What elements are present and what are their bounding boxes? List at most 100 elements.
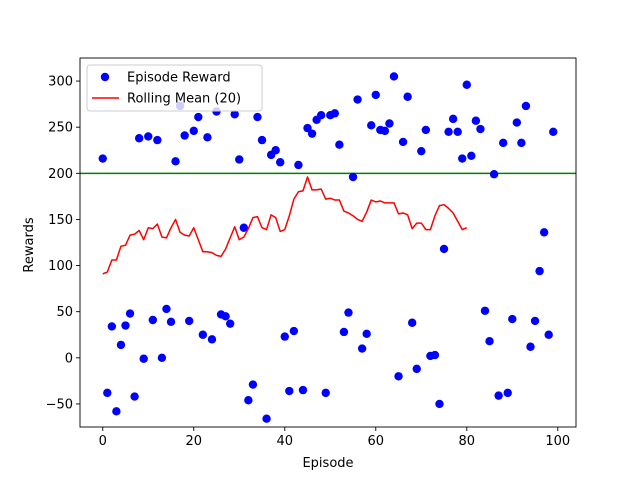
reward-point	[439, 244, 449, 254]
y-tick-label: 0	[65, 351, 73, 366]
legend-label: Rolling Mean (20)	[127, 92, 241, 107]
legend-label: Episode Reward	[127, 71, 231, 86]
axes: 0 20 40 60 80 100 −50 0 50 100 150 200 250 300	[46, 57, 577, 449]
legend-marker	[100, 72, 110, 82]
reward-point	[285, 386, 294, 396]
reward-point	[194, 112, 203, 122]
reward-point	[544, 330, 553, 339]
reward-point	[489, 170, 499, 179]
reward-point	[403, 92, 412, 101]
reward-point	[207, 335, 217, 344]
x-tick-label: 60	[368, 434, 385, 449]
reward-point	[262, 414, 271, 423]
x-tick-label: 80	[459, 434, 476, 449]
reward-point	[503, 388, 512, 398]
reward-point	[435, 399, 444, 409]
reward-point	[512, 118, 522, 127]
reward-point	[380, 126, 390, 136]
reward-point	[394, 372, 403, 381]
reward-point	[367, 121, 376, 130]
reward-point	[116, 340, 126, 350]
reward-point	[417, 146, 426, 156]
reward-point	[316, 110, 326, 120]
plot-area	[80, 72, 576, 423]
reward-point	[107, 322, 117, 331]
reward-point	[235, 155, 244, 164]
axes-frame	[79, 57, 577, 428]
reward-point	[549, 127, 558, 136]
reward-point	[134, 134, 144, 143]
y-tick-label: 100	[48, 259, 73, 274]
reward-point	[335, 140, 344, 149]
reward-point	[467, 151, 476, 160]
reward-point	[362, 329, 371, 339]
reward-point	[508, 314, 517, 324]
reward-point	[112, 407, 121, 416]
reward-point	[458, 154, 467, 163]
reward-point	[230, 110, 239, 119]
reward-point	[148, 315, 158, 325]
x-tick-label: 20	[185, 434, 202, 449]
reward-point	[526, 342, 535, 351]
reward-point	[307, 129, 317, 138]
reward-point	[476, 124, 485, 134]
reward-point	[389, 72, 399, 81]
reward-point	[162, 304, 171, 314]
reward-point	[253, 112, 262, 122]
reward-point	[462, 80, 471, 89]
y-tick-label: 50	[56, 305, 73, 320]
reward-point	[485, 337, 494, 346]
reward-point	[535, 266, 544, 276]
reward-point	[98, 154, 107, 163]
reward-point	[276, 158, 285, 167]
y-tick-label: −50	[46, 397, 73, 412]
reward-point	[153, 135, 162, 145]
reward-point	[517, 138, 526, 148]
reward-point	[257, 135, 267, 145]
reward-point	[353, 95, 362, 104]
reward-point	[157, 353, 167, 363]
reward-point	[344, 308, 353, 317]
reward-point	[448, 114, 458, 124]
reward-point	[498, 138, 508, 148]
reward-point	[357, 344, 367, 353]
reward-point	[348, 172, 358, 182]
reward-point	[471, 116, 481, 125]
reward-point	[171, 157, 180, 166]
x-tick-label: 100	[545, 434, 570, 449]
reward-point	[239, 223, 249, 232]
reward-point	[225, 319, 235, 328]
reward-point	[248, 380, 258, 389]
reward-point	[144, 132, 153, 141]
reward-point	[494, 391, 503, 400]
reward-point	[280, 332, 289, 341]
reward-point	[412, 364, 421, 374]
reward-point	[289, 326, 299, 336]
reward-point	[130, 392, 139, 401]
rolling-mean-line	[102, 176, 468, 275]
reward-point	[480, 306, 490, 315]
reward-point	[185, 316, 194, 326]
reward-point	[294, 160, 303, 170]
reward-point	[189, 126, 198, 136]
y-tick-label: 250	[48, 121, 73, 136]
y-tick-label: 200	[48, 167, 73, 182]
reward-point	[371, 90, 380, 100]
reward-point	[244, 396, 253, 405]
reward-point	[530, 316, 540, 326]
reward-point	[407, 318, 417, 327]
reward-point	[421, 125, 431, 135]
reward-point	[303, 123, 312, 133]
reward-point	[198, 330, 208, 339]
reward-point	[330, 109, 340, 118]
reward-point	[444, 127, 453, 136]
reward-point	[180, 131, 189, 140]
reward-point	[385, 119, 394, 128]
reward-point	[398, 137, 408, 147]
reward-point	[298, 385, 308, 395]
reward-point	[339, 327, 349, 337]
legend: Episode Reward Rolling Mean (20)	[86, 64, 263, 112]
x-axis-label: Episode	[302, 456, 353, 471]
reward-point	[103, 388, 112, 398]
